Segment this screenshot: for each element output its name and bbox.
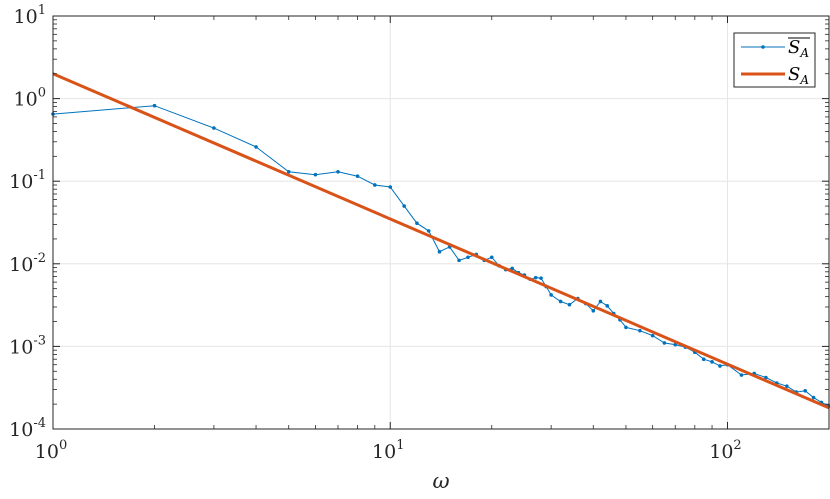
data-point — [533, 275, 538, 280]
legend-label-1: SA — [788, 64, 809, 87]
data-point — [710, 360, 714, 364]
legend-box — [733, 32, 816, 88]
x-tick-label: 102 — [709, 438, 741, 463]
data-point — [152, 103, 157, 108]
x-tick-label: 100 — [35, 438, 67, 463]
data-point — [426, 229, 431, 233]
y-tick-label: 100 — [14, 86, 46, 111]
data-point — [457, 258, 461, 263]
data-point — [638, 328, 642, 333]
y-tick-label: 101 — [14, 3, 46, 28]
data-point — [701, 357, 706, 361]
x-tick-label: 101 — [372, 438, 404, 463]
data-point — [662, 341, 667, 345]
y-tick-label: 10-2 — [9, 251, 46, 276]
data-point — [466, 255, 470, 260]
data-point — [624, 325, 628, 330]
data-point — [254, 145, 258, 149]
data-point — [286, 169, 291, 174]
data-point — [313, 172, 318, 177]
data-point — [212, 126, 216, 130]
data-point — [549, 293, 553, 297]
y-tick-label: 10-1 — [9, 168, 46, 193]
data-point — [336, 169, 340, 174]
y-tick-label: 10-4 — [9, 416, 46, 441]
legend-label-0: SA — [788, 37, 809, 60]
data-point — [650, 333, 655, 338]
data-point — [373, 183, 377, 187]
x-tick-labels: 100 101 102 — [35, 438, 742, 463]
data-point — [539, 276, 543, 280]
data-point — [739, 373, 744, 377]
data-point — [598, 299, 603, 304]
series-layer — [51, 72, 830, 410]
data-point — [764, 375, 768, 380]
data-point — [718, 364, 722, 368]
data-point — [355, 174, 360, 178]
data-point — [673, 342, 678, 347]
data-point — [489, 255, 494, 260]
data-point — [811, 395, 816, 400]
data-point — [803, 389, 807, 393]
data-point — [785, 384, 789, 388]
legend: SA SA — [733, 32, 816, 88]
data-point — [388, 185, 393, 189]
data-point — [415, 221, 419, 226]
tick-marks — [52, 15, 830, 430]
plot-frame — [52, 15, 830, 430]
series-line-1 — [53, 72, 829, 410]
plot-background — [53, 16, 830, 429]
data-point — [605, 304, 610, 308]
data-point — [402, 204, 406, 208]
grid-lines — [53, 16, 829, 429]
x-axis-label: ω — [432, 469, 449, 493]
y-tick-labels: 10-4 10-3 10-2 10-1 100 101 — [9, 3, 46, 441]
data-point — [591, 308, 596, 313]
data-point — [510, 266, 515, 271]
y-tick-label: 10-3 — [9, 333, 46, 358]
legend-marker — [761, 45, 765, 49]
data-point — [437, 249, 442, 254]
data-point — [558, 299, 563, 304]
data-point — [567, 302, 572, 307]
